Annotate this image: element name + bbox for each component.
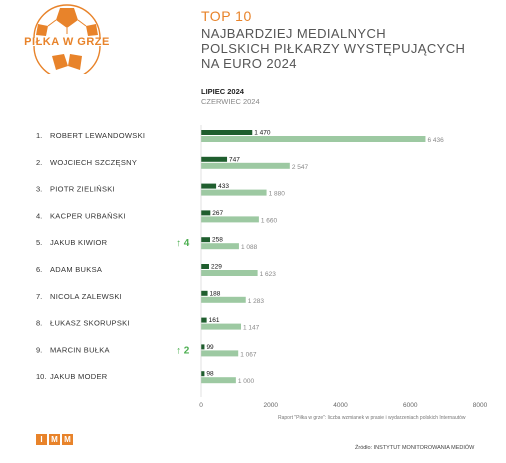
bar-previous [201,296,246,303]
player-name-label: NICOLA ZALEWSKI [50,292,122,301]
legend-current: LIPIEC 2024 [201,87,244,96]
imm-logo: I M M [36,434,73,445]
football-logo-icon [33,4,101,74]
bar-current [201,371,205,377]
legend-previous: CZERWIEC 2024 [201,97,260,106]
bar-current [201,237,210,243]
logo-text: PIŁKA W GRZE [24,36,110,48]
player-name-label: WOJCIECH SZCZĘSNY [50,158,137,167]
x-tick-label: 8000 [473,402,488,409]
player-name-label: ŁUKASZ SKORUPSKI [50,319,130,328]
legend: LIPIEC 2024 CZERWIEC 2024 [201,87,260,106]
bar-previous [201,270,258,276]
bar-current [201,156,228,162]
data-label-current: 747 [229,156,240,163]
player-name-label: PIOTR ZIELIŃSKI [50,185,115,194]
bar-current [201,344,205,350]
chart-title-line: NA EURO 2024 [201,56,297,71]
bar-previous [201,350,239,357]
data-label-current: 188 [210,290,221,297]
bar-previous [201,189,267,196]
bar-previous [201,377,236,384]
player-name-label: JAKUB MODER [50,372,108,381]
rank-label: 8. [36,319,42,328]
data-label-previous: 1 660 [261,217,278,224]
data-label-current: 99 [206,344,214,351]
bar-previous [201,323,242,330]
data-label-previous: 1 623 [260,271,277,278]
data-label-previous: 1 283 [248,298,265,305]
rank-label: 10. [36,372,46,381]
player-name-label: ADAM BUKSA [50,265,102,274]
bar-current [201,130,253,135]
player-name-label: MARCIN BUŁKA [50,345,110,354]
data-label-previous: 1 000 [238,378,255,385]
title-block: TOP 10 NAJBARDZIEJ MEDIALNYCH POLSKICH P… [201,8,501,71]
rank-label: 3. [36,185,42,194]
chart-top-label: TOP 10 [201,8,252,24]
chart-title-line: NAJBARDZIEJ MEDIALNYCH [201,26,387,41]
data-label-current: 98 [206,371,214,378]
rank-label: 5. [36,238,42,247]
x-tick-label: 2000 [264,402,279,409]
rank-label: 1. [36,131,42,140]
bar-current [201,183,217,189]
bar-current [201,210,211,216]
bar-current [201,317,207,323]
chart-note: Raport "Piłka w grze": liczba wzmianek w… [278,415,466,421]
chart-title-line: POLSKICH PIŁKARZY WYSTĘPUJĄCYCH [201,41,466,56]
data-label-previous: 6 436 [427,137,444,144]
data-label-previous: 2 547 [292,164,309,171]
player-name-label: ROBERT LEWANDOWSKI [50,131,145,140]
rank-label: 2. [36,158,42,167]
bar-previous [201,243,239,250]
imm-letter: M [49,434,60,445]
bar-current [201,264,209,269]
data-label-current: 161 [209,317,220,324]
data-label-previous: 1 067 [240,351,257,358]
rank-label: 6. [36,265,42,274]
bar-current [201,290,208,296]
x-tick-label: 0 [199,402,203,409]
source-text: Źródło: INSTYTUT MONITOROWANIA MEDIÓW [355,445,475,451]
bar-previous [201,162,290,169]
bar-previous [201,136,426,142]
data-label-current: 267 [212,210,223,217]
rank-change-indicator: ↑ 2 [176,345,190,356]
rank-change-indicator: ↑ 4 [176,238,190,249]
imm-letter: I [36,434,47,445]
rank-label: 9. [36,345,42,354]
player-name-label: KACPER URBAŃSKI [50,211,126,220]
data-label-previous: 1 147 [243,325,260,332]
data-label-current: 433 [218,183,229,190]
rank-label: 4. [36,211,42,220]
data-label-current: 1 470 [254,130,271,137]
x-tick-label: 6000 [403,402,418,409]
chart-title: NAJBARDZIEJ MEDIALNYCH POLSKICH PIŁKARZY… [201,26,501,71]
data-label-previous: 1 880 [269,191,286,198]
player-name-label: JAKUB KIWIOR [50,238,108,247]
imm-letter: M [62,434,73,445]
data-label-current: 229 [211,264,222,271]
bar-previous [201,216,259,223]
data-label-previous: 1 088 [241,244,258,251]
x-tick-label: 4000 [333,402,348,409]
data-label-current: 258 [212,237,223,244]
rank-label: 7. [36,292,42,301]
